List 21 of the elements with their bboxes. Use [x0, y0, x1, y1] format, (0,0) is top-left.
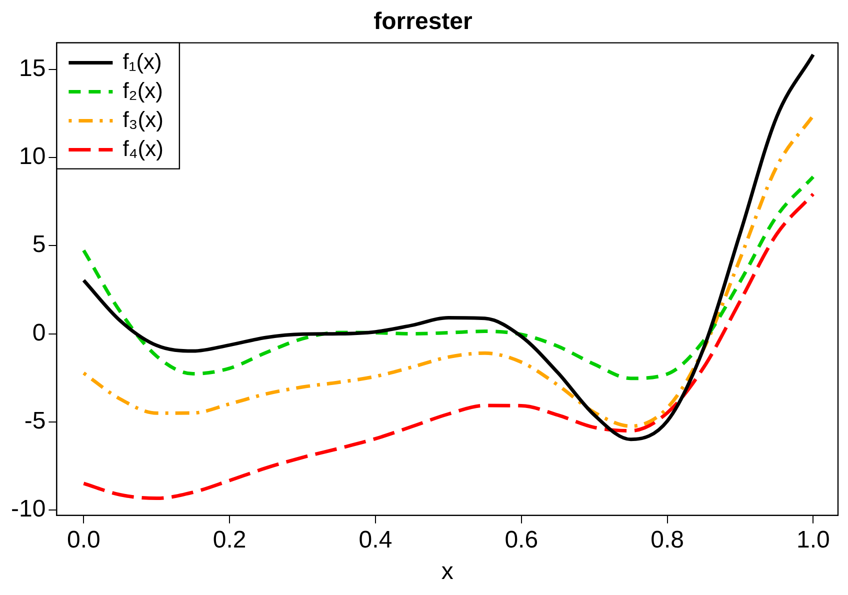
x-tick-label: 0.4: [358, 526, 392, 554]
legend-label: f₃(x): [122, 106, 164, 132]
y-tick-label: 15: [18, 54, 46, 82]
chart-title: forrester: [374, 8, 472, 36]
y-tick-label: -10: [11, 496, 46, 523]
x-tick-label: 0.2: [212, 526, 246, 554]
x-tick-label: 0.0: [66, 526, 100, 554]
legend-label: f₁(x): [122, 48, 162, 74]
line-series: [82, 52, 815, 442]
y-tick-label: 5: [32, 231, 46, 258]
x-tick-label: 0.6: [504, 526, 538, 554]
x-tick-label: 0.8: [650, 526, 684, 554]
line-series: [82, 175, 815, 380]
y-tick-label: 10: [18, 143, 46, 170]
legend-label: f₄(x): [122, 136, 164, 161]
y-tick-label: 0: [32, 319, 46, 346]
x-axis-title: x: [441, 558, 454, 586]
legend-label: f₂(x): [122, 78, 163, 103]
line-series: [82, 192, 815, 500]
x-tick-label: 1.0: [796, 526, 830, 554]
y-tick-label: -5: [24, 408, 46, 435]
